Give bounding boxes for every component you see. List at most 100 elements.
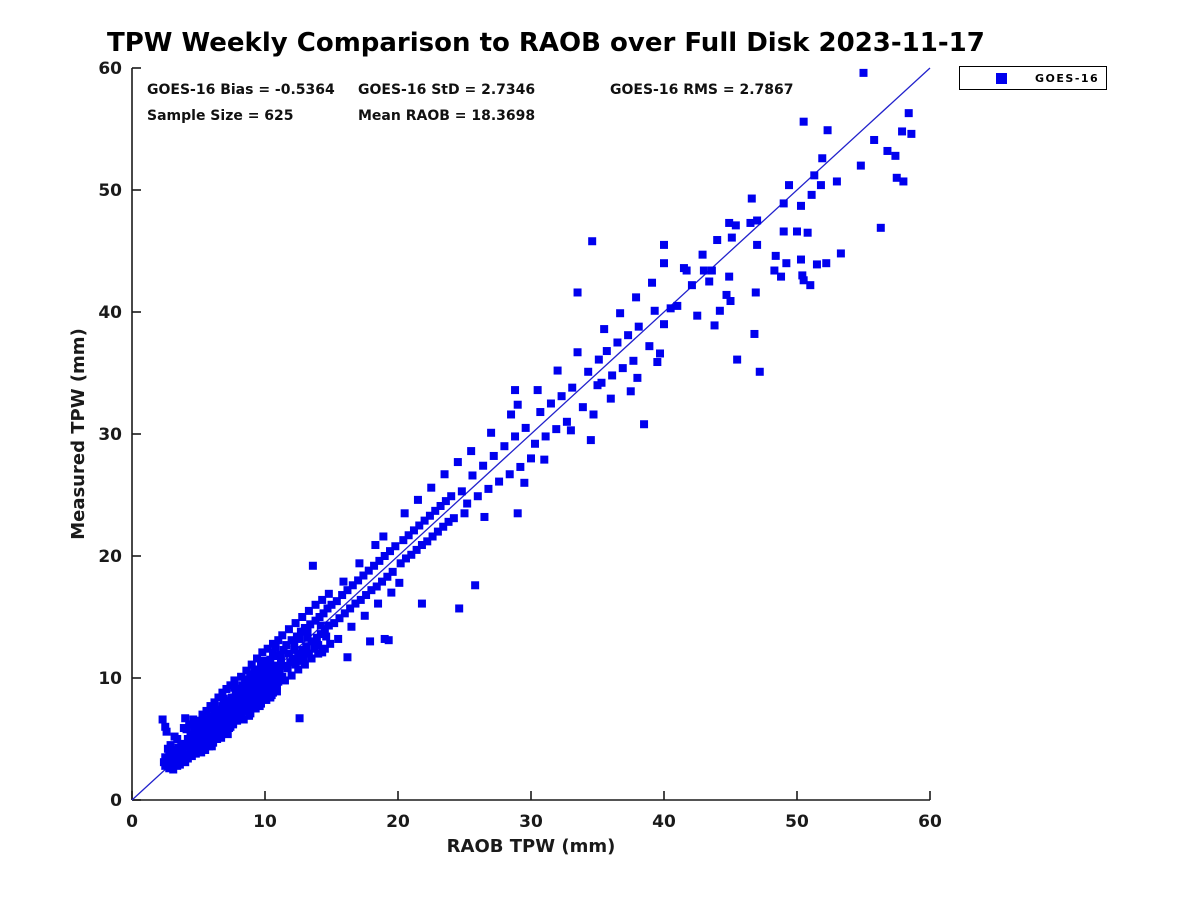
scatter-point: [705, 277, 714, 286]
scatter-point: [799, 276, 808, 285]
scatter-point: [356, 595, 365, 604]
scatter-point: [793, 227, 801, 236]
scatter-point: [300, 660, 309, 669]
scatter-point: [235, 695, 244, 704]
scatter-point: [322, 632, 331, 641]
scatter-point: [513, 509, 522, 518]
scatter-point: [818, 154, 827, 163]
scatter-point: [316, 630, 325, 639]
scatter-point: [383, 572, 392, 581]
scatter-point: [181, 714, 190, 723]
scatter-point: [270, 661, 279, 670]
scatter-point: [557, 392, 566, 401]
scatter-point: [173, 735, 182, 743]
scatter-point: [533, 386, 542, 395]
scatter-points-group: [158, 68, 916, 774]
scatter-point: [343, 586, 352, 595]
scatter-point: [161, 722, 170, 731]
y-tick-label: 0: [110, 791, 122, 811]
scatter-point: [158, 715, 167, 724]
scatter-point: [553, 366, 562, 375]
scatter-point: [279, 645, 288, 654]
scatter-point: [198, 727, 207, 736]
scatter-point: [189, 715, 198, 724]
x-tick-label: 20: [386, 812, 410, 832]
scatter-point: [588, 237, 597, 246]
scatter-point: [423, 537, 432, 546]
scatter-point: [613, 338, 622, 347]
y-tick-label: 10: [98, 669, 122, 689]
scatter-point: [626, 387, 635, 396]
scatter-point: [298, 613, 307, 621]
scatter-point: [747, 194, 756, 203]
scatter-point: [303, 633, 312, 642]
scatter-point: [746, 218, 755, 227]
scatter-point: [275, 667, 284, 676]
stat-std-text: GOES-16 StD = 2.7346: [358, 82, 536, 98]
scatter-point: [733, 355, 742, 364]
scatter-point: [276, 650, 285, 659]
scatter-point: [433, 527, 442, 536]
scatter-point: [308, 561, 317, 570]
scatter-point: [295, 634, 304, 643]
scatter-point: [725, 272, 734, 281]
scatter-point: [254, 676, 263, 685]
axis-labels: RAOB TPW (mm) Measured TPW (mm): [68, 328, 615, 857]
scatter-point: [319, 609, 328, 618]
scatter-point: [259, 671, 268, 680]
scatter-point: [210, 725, 219, 734]
scatter-point: [624, 331, 633, 340]
scatter-point: [215, 720, 224, 729]
scatter-point: [409, 526, 418, 535]
scatter-point: [210, 698, 219, 707]
scatter-point: [199, 735, 208, 743]
scatter-point: [425, 511, 434, 520]
scatter-point: [346, 604, 355, 613]
scatter-point: [798, 271, 807, 280]
x-tick-label: 50: [785, 812, 809, 832]
scatter-point: [660, 240, 668, 249]
scatter-point: [473, 492, 482, 501]
scatter-point: [201, 720, 210, 729]
scatter-point: [725, 218, 734, 227]
scatter-point: [185, 720, 194, 729]
scatter-point: [340, 609, 349, 618]
scatter-point: [391, 542, 400, 551]
scatter-point: [399, 536, 408, 545]
scatter-point: [713, 236, 722, 245]
scatter-point: [266, 655, 275, 664]
scatter-point: [271, 643, 280, 652]
scatter-point: [264, 666, 273, 675]
scatter-point: [573, 348, 582, 357]
scatter-point: [507, 410, 516, 419]
scatter-point: [726, 297, 735, 306]
scatter-point: [221, 715, 230, 724]
scatter-point: [799, 117, 808, 126]
scatter-point: [715, 306, 724, 315]
legend-box: GOES-16: [959, 66, 1107, 90]
y-tick-label: 30: [98, 425, 122, 445]
scatter-point: [521, 423, 530, 432]
scatter-point: [288, 654, 297, 663]
scatter-point: [552, 425, 561, 434]
scatter-point: [202, 706, 211, 715]
scatter-point: [796, 255, 805, 264]
scatter-point: [253, 654, 262, 663]
scatter-point: [407, 550, 416, 559]
scatter-point: [266, 693, 275, 702]
scatter-point: [546, 399, 555, 408]
scatter-point: [505, 470, 514, 479]
scatter-point: [876, 223, 885, 232]
scatter-point: [907, 129, 916, 138]
scatter-point: [594, 355, 603, 364]
scatter-point: [511, 386, 520, 395]
scatter-point: [460, 509, 469, 518]
scatter-point: [332, 597, 341, 606]
scatter-point: [330, 619, 339, 628]
scatter-point: [666, 304, 675, 313]
scatter-point: [440, 470, 449, 479]
scatter-point: [660, 320, 668, 329]
scatter-point: [226, 710, 235, 719]
scatter-point: [175, 760, 184, 769]
